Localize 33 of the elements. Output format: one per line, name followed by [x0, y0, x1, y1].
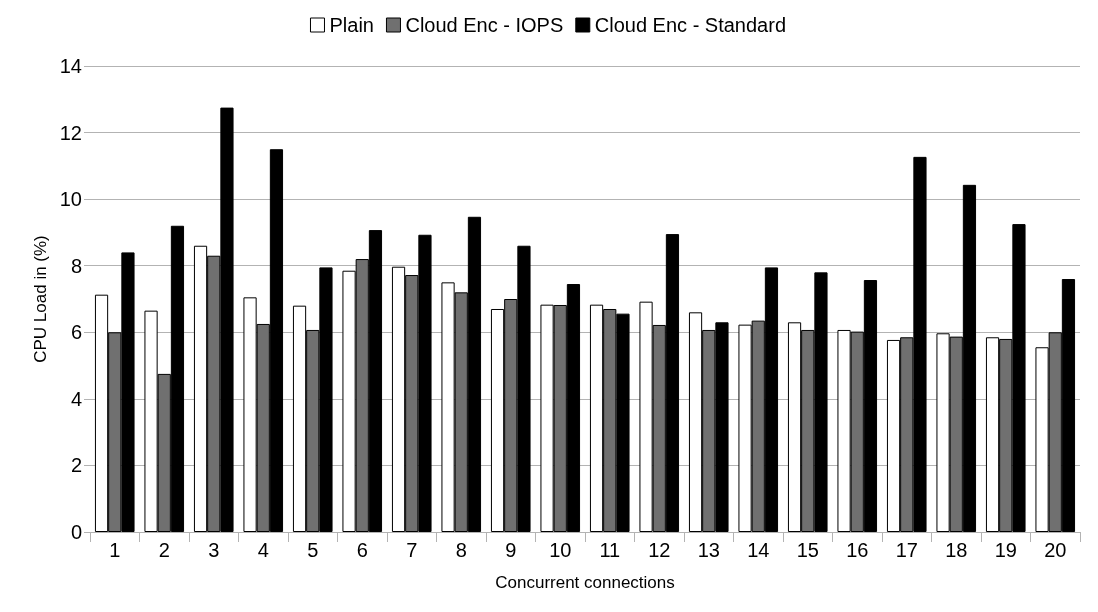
y-tick-label: 12 — [59, 121, 82, 144]
x-axis-title: Concurrent connections — [495, 573, 675, 592]
x-tick-label: 3 — [208, 539, 220, 561]
legend-label: Plain — [329, 14, 374, 36]
y-tick-label: 14 — [59, 55, 82, 77]
y-tick-label: 2 — [70, 454, 82, 477]
legend-label: Cloud Enc - IOPS — [405, 14, 564, 36]
x-tick-label: 13 — [697, 539, 720, 561]
x-tick-label: 7 — [406, 539, 418, 561]
x-tick-label: 9 — [505, 539, 517, 561]
x-tick-label: 10 — [549, 539, 572, 561]
x-tick-label: 12 — [648, 539, 671, 561]
x-tick-label: 11 — [599, 539, 621, 561]
x-tick-label: 18 — [945, 539, 968, 561]
y-tick-label: 10 — [59, 188, 82, 211]
y-axis-title: CPU Load in (%) — [30, 235, 50, 363]
x-tick-label: 5 — [307, 539, 319, 561]
y-tick-label: 8 — [70, 254, 82, 277]
x-tick-label: 14 — [747, 539, 770, 561]
x-tick-label: 2 — [158, 539, 170, 561]
x-tick-label: 16 — [846, 539, 869, 561]
x-tick-label: 8 — [455, 539, 467, 561]
x-tick-label: 19 — [994, 539, 1017, 561]
x-tick-label: 1 — [109, 539, 121, 561]
x-tick-label: 4 — [257, 539, 269, 561]
y-tick-label: 6 — [70, 321, 82, 344]
x-tick-label: 20 — [1044, 539, 1067, 561]
x-tick-label: 17 — [895, 539, 918, 561]
legend-label: Cloud Enc - Standard — [594, 14, 787, 36]
y-tick-label: 4 — [70, 387, 82, 410]
y-tick-label: 0 — [70, 521, 82, 543]
x-tick-label: 15 — [796, 539, 819, 561]
x-tick-label: 6 — [356, 539, 368, 561]
